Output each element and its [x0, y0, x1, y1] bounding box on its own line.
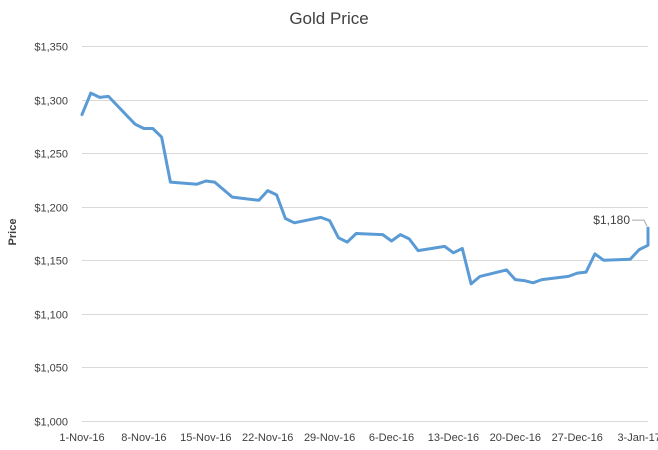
x-tick-label: 8-Nov-16 [121, 432, 166, 444]
x-axis-ticks: 1-Nov-16 8-Nov-16 15-Nov-16 22-Nov-16 29-Nov… [59, 432, 658, 444]
y-tick-label: $1,050 [34, 363, 68, 375]
chart-title: Gold Price [289, 9, 368, 28]
x-tick-label: 15-Nov-16 [180, 432, 231, 444]
x-tick-label: 20-Dec-16 [490, 432, 541, 444]
y-axis-ticks: $1,000 $1,050 $1,100 $1,150 $1,200 $1,250 $1,3… [34, 42, 68, 429]
y-tick-label: $1,200 [34, 203, 68, 215]
x-tick-label: 22-Nov-16 [242, 432, 293, 444]
y-tick-label: $1,350 [34, 42, 68, 54]
y-tick-label: $1,150 [34, 256, 68, 268]
y-tick-label: $1,250 [34, 149, 68, 161]
y-tick-label: $1,300 [34, 96, 68, 108]
annotation-leader-line [632, 219, 648, 227]
y-axis-label: Price [7, 219, 19, 246]
last-value-label: $1,180 [593, 213, 630, 227]
x-tick-label: 6-Dec-16 [369, 432, 414, 444]
gold-price-line [80, 91, 650, 286]
x-tick-label: 1-Nov-16 [59, 432, 104, 444]
y-tick-label: $1,100 [34, 310, 68, 322]
x-tick-label: 3-Jan-17 [617, 432, 658, 444]
x-tick-label: 13-Dec-16 [428, 432, 479, 444]
x-tick-label: 27-Dec-16 [552, 432, 603, 444]
y-tick-label: $1,000 [34, 417, 68, 429]
x-tick-label: 29-Nov-16 [304, 432, 355, 444]
gridlines [82, 46, 648, 422]
